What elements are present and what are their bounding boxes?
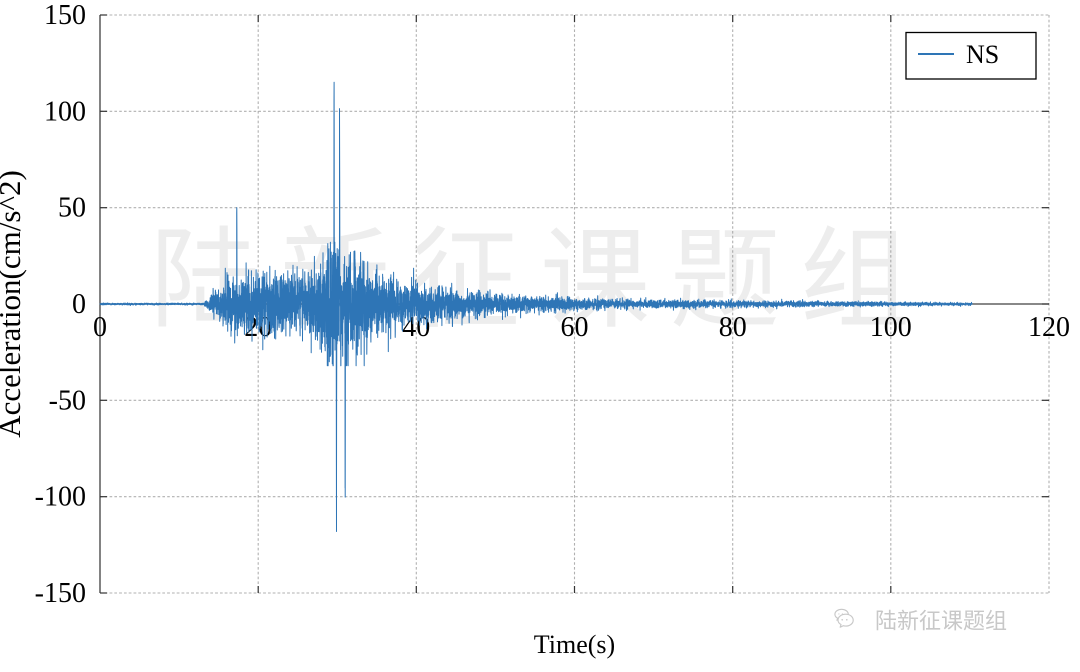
svg-text:50: 50 [58, 193, 86, 224]
svg-text:-100: -100 [35, 482, 86, 513]
svg-text:100: 100 [870, 312, 912, 343]
svg-text:陆新征课题组: 陆新征课题组 [875, 609, 1007, 634]
svg-text:150: 150 [44, 0, 86, 31]
svg-text:Time(s): Time(s) [534, 630, 615, 659]
svg-text:0: 0 [72, 289, 86, 320]
svg-text:NS: NS [966, 40, 999, 69]
svg-text:120: 120 [1028, 312, 1070, 343]
svg-text:Acceleration(cm/s^2): Acceleration(cm/s^2) [0, 170, 27, 438]
svg-text:0: 0 [93, 312, 107, 343]
svg-text:60: 60 [561, 312, 589, 343]
svg-text:100: 100 [44, 96, 86, 127]
svg-text:-50: -50 [49, 385, 86, 416]
svg-text:-150: -150 [35, 578, 86, 609]
svg-text:80: 80 [719, 312, 747, 343]
